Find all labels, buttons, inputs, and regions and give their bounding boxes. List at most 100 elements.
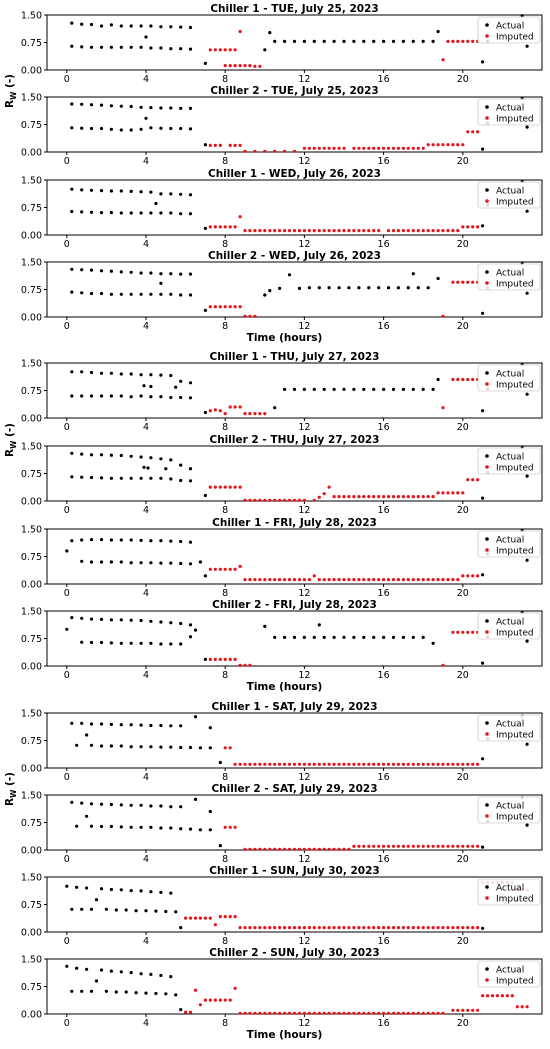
actual-point: [159, 373, 163, 377]
actual-point: [149, 476, 153, 480]
imputed-point: [253, 149, 257, 153]
series-actual: [70, 796, 529, 849]
actual-point: [80, 538, 84, 542]
actual-point: [169, 561, 173, 565]
y-axis-label-main: R: [4, 100, 16, 108]
imputed-point: [337, 847, 341, 851]
actual-point: [70, 721, 74, 725]
imputed-point: [421, 229, 425, 233]
y-axis-label-main: R: [4, 449, 16, 457]
imputed-point: [307, 578, 311, 582]
x-tick-label: 20: [457, 588, 469, 599]
imputed-point: [302, 926, 306, 930]
imputed-point: [283, 229, 287, 233]
actual-point: [119, 128, 123, 132]
imputed-point: [317, 146, 321, 150]
actual-point: [109, 824, 113, 829]
actual-point: [129, 104, 133, 109]
imputed-point: [218, 143, 222, 147]
subplot-title: Chiller 2 - TUE, July 25, 2023: [210, 85, 378, 97]
imputed-point: [223, 746, 227, 750]
imputed-point: [233, 915, 237, 919]
actual-point: [179, 212, 183, 216]
x-tick-label: 16: [378, 321, 390, 332]
imputed-point: [243, 926, 247, 930]
actual-point: [159, 395, 163, 399]
subplot-title: Chiller 2 - SUN, July 30, 2023: [209, 947, 379, 959]
actual-point: [154, 201, 158, 206]
imputed-point: [283, 149, 287, 153]
imputed-point: [332, 578, 336, 582]
imputed-point: [451, 1008, 455, 1012]
imputed-point: [213, 998, 217, 1002]
imputed-point: [441, 844, 445, 848]
imputed-point: [253, 578, 257, 582]
actual-point: [70, 209, 74, 214]
actual-point: [159, 46, 163, 50]
imputed-point: [352, 229, 356, 233]
actual-point: [164, 467, 168, 471]
series-actual: [70, 14, 529, 65]
legend-box: [477, 878, 541, 906]
actual-point: [481, 926, 485, 930]
imputed-point: [396, 844, 400, 848]
imputed-point: [327, 762, 331, 766]
actual-point: [129, 454, 133, 458]
imputed-point: [317, 926, 321, 930]
actual-point: [411, 635, 415, 640]
actual-point: [99, 291, 104, 296]
imputed-point: [416, 229, 420, 233]
actual-point: [99, 45, 104, 49]
imputed-point: [347, 926, 351, 930]
x-tick-label: 8: [222, 505, 228, 516]
imputed-point: [198, 916, 202, 920]
imputed-point: [357, 762, 361, 766]
actual-point: [159, 826, 163, 830]
actual-point: [179, 106, 183, 110]
actual-point: [188, 193, 193, 197]
actual-point: [342, 39, 346, 44]
imputed-point: [411, 1011, 415, 1015]
y-tick-label: 0.75: [21, 552, 42, 563]
imputed-point: [406, 146, 410, 150]
imputed-point: [297, 847, 302, 851]
imputed-point: [456, 1008, 460, 1012]
imputed-point: [411, 495, 415, 499]
x-tick-label: 0: [64, 422, 70, 433]
plot-frame: [46, 876, 543, 933]
actual-point: [525, 291, 529, 295]
imputed-point: [471, 130, 475, 134]
actual-point: [421, 635, 425, 640]
imputed-point: [441, 926, 445, 930]
actual-point: [188, 467, 193, 471]
imputed-point: [203, 998, 207, 1002]
imputed-point: [263, 149, 267, 153]
x-tick-label: 20: [457, 854, 469, 865]
actual-point: [179, 126, 183, 131]
legend-marker: [485, 537, 489, 541]
actual-point: [70, 267, 74, 271]
imputed-point: [213, 657, 217, 662]
imputed-point: [451, 762, 455, 766]
imputed-point: [243, 847, 247, 851]
actual-point: [411, 272, 415, 276]
actual-point: [179, 621, 183, 626]
imputed-point: [268, 578, 272, 582]
imputed-point: [223, 48, 227, 52]
actual-point: [159, 126, 163, 130]
actual-point: [169, 126, 173, 131]
actual-point: [144, 909, 148, 913]
imputed-point: [416, 1011, 420, 1015]
imputed-point: [213, 48, 217, 52]
actual-point: [362, 635, 366, 640]
actual-point: [188, 25, 193, 30]
imputed-point: [421, 844, 425, 848]
imputed-point: [337, 229, 341, 233]
actual-point: [169, 458, 173, 462]
imputed-point: [278, 578, 282, 582]
actual-point: [149, 24, 153, 28]
legend-label: Imputed: [496, 546, 534, 556]
actual-point: [89, 989, 94, 993]
imputed-point: [292, 578, 297, 582]
